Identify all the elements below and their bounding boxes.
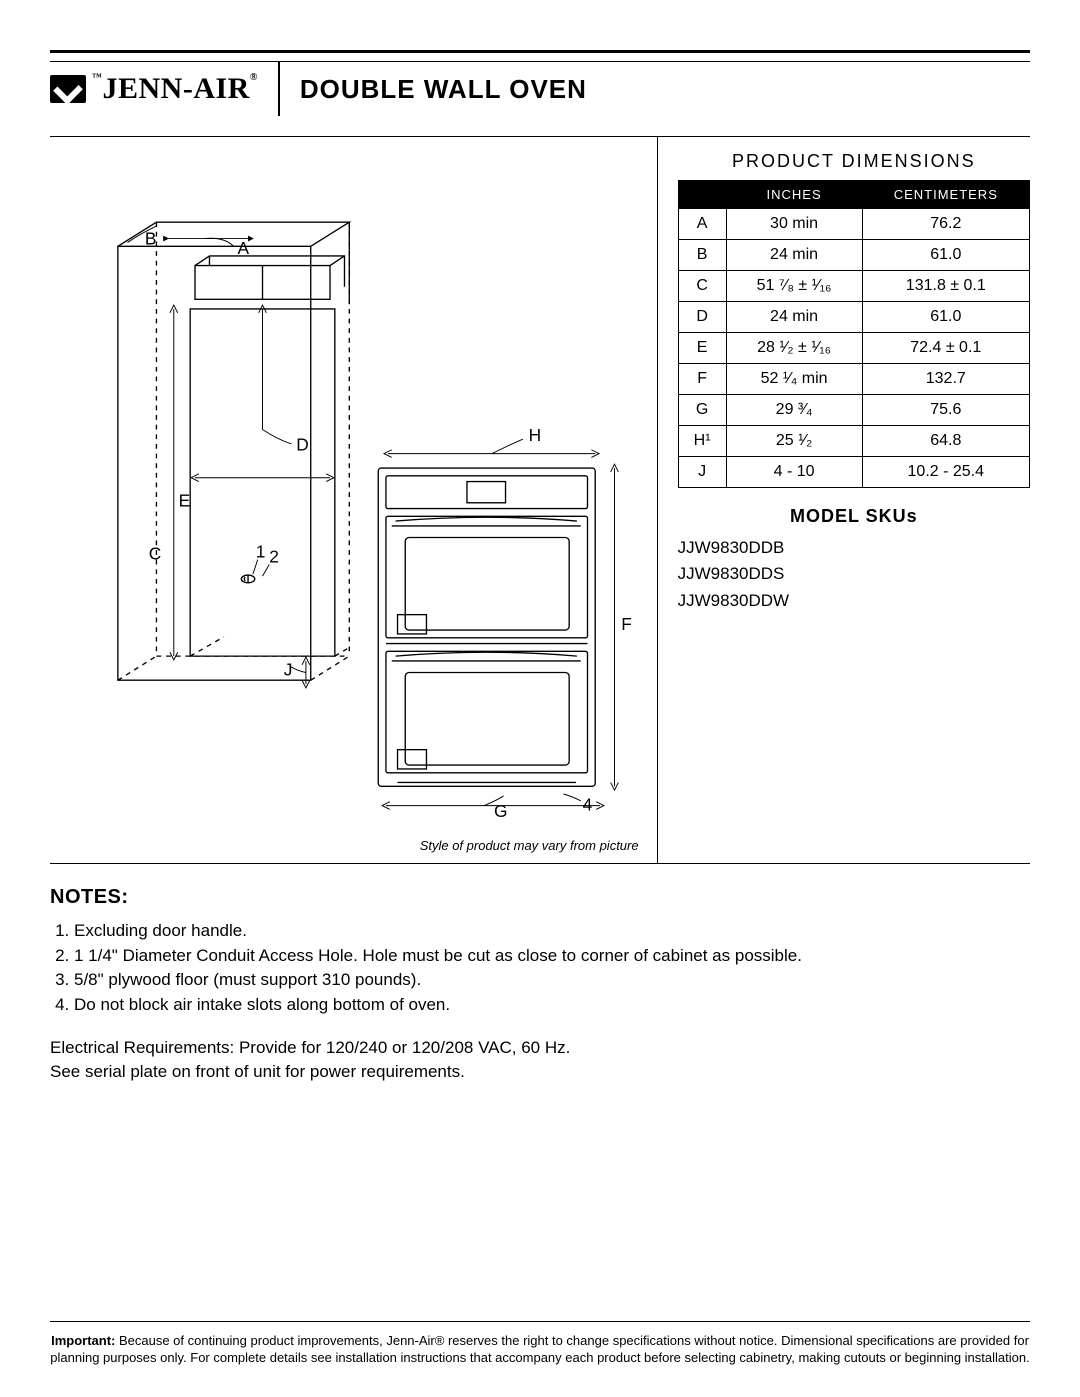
diagram-column: B A D E C J 1 2 H F G 4 Style of product… [50, 137, 658, 863]
dim-key: D [678, 302, 726, 333]
footer-important-label: Important: [51, 1333, 115, 1348]
content-row: B A D E C J 1 2 H F G 4 Style of product… [50, 136, 1030, 864]
dim-cm: 131.8 ± 0.1 [862, 271, 1029, 302]
dim-key: J [678, 457, 726, 488]
dim-cm: 61.0 [862, 240, 1029, 271]
sku-item: JJW9830DDW [678, 588, 1030, 614]
dim-key: H¹ [678, 426, 726, 457]
table-row: D24 min61.0 [678, 302, 1029, 333]
lbl-B: B [145, 228, 157, 248]
dim-inches: 52 ¹⁄₄ min [726, 364, 862, 395]
lbl-H: H [529, 425, 542, 445]
dim-cm: 64.8 [862, 426, 1029, 457]
dimensions-title: PRODUCT DIMENSIONS [678, 151, 1030, 172]
dim-key: B [678, 240, 726, 271]
header: ™JENN-AIR® DOUBLE WALL OVEN [50, 61, 1030, 116]
dim-cm: 72.4 ± 0.1 [862, 333, 1029, 364]
dim-cm: 132.7 [862, 364, 1029, 395]
dim-key: C [678, 271, 726, 302]
dim-cm: 76.2 [862, 209, 1029, 240]
dim-key: E [678, 333, 726, 364]
dim-inches: 29 ³⁄₄ [726, 395, 862, 426]
elec-req-1: Electrical Requirements: Provide for 120… [50, 1036, 1030, 1061]
table-row: G29 ³⁄₄75.6 [678, 395, 1029, 426]
brand-reg: ® [250, 72, 258, 83]
dim-cm: 10.2 - 25.4 [862, 457, 1029, 488]
dim-inches: 30 min [726, 209, 862, 240]
brand-tm: ™ [92, 72, 103, 83]
lbl-D: D [296, 435, 309, 455]
lbl-4: 4 [583, 794, 593, 814]
dim-cm: 75.6 [862, 395, 1029, 426]
dim-inches: 51 ⁷⁄₈ ± ¹⁄₁₆ [726, 271, 862, 302]
dim-inches: 25 ¹⁄₂ [726, 426, 862, 457]
table-row: C51 ⁷⁄₈ ± ¹⁄₁₆131.8 ± 0.1 [678, 271, 1029, 302]
lbl-2: 2 [269, 547, 279, 567]
table-row: J4 - 1010.2 - 25.4 [678, 457, 1029, 488]
note-item: Excluding door handle. [74, 919, 1030, 944]
product-title: DOUBLE WALL OVEN [300, 74, 587, 105]
dim-corner [678, 181, 726, 209]
table-row: A30 min76.2 [678, 209, 1029, 240]
lbl-F: F [621, 614, 632, 634]
lbl-J: J [284, 659, 293, 679]
footer-disclaimer: Important: Because of continuing product… [50, 1321, 1030, 1367]
lbl-1: 1 [256, 542, 266, 562]
elec-req-2: See serial plate on front of unit for po… [50, 1060, 1030, 1085]
note-item: 5/8" plywood floor (must support 310 pou… [74, 968, 1030, 993]
dim-inches: 4 - 10 [726, 457, 862, 488]
cutout-diagram: B A D E C J 1 2 H F G 4 [60, 167, 639, 827]
lbl-A: A [237, 238, 249, 258]
footer-text: Because of continuing product improvemen… [50, 1333, 1029, 1366]
table-row: F52 ¹⁄₄ min132.7 [678, 364, 1029, 395]
dim-key: G [678, 395, 726, 426]
notes-list: Excluding door handle.1 1/4" Diameter Co… [50, 919, 1030, 1018]
notes-title: NOTES: [50, 886, 1030, 909]
dim-head-cm: CENTIMETERS [862, 181, 1029, 209]
lbl-E: E [179, 491, 191, 511]
lbl-C: C [149, 544, 162, 564]
table-row: B24 min61.0 [678, 240, 1029, 271]
brand-block: ™JENN-AIR® [50, 62, 280, 116]
dim-inches: 24 min [726, 302, 862, 333]
brand-logo-icon [50, 75, 86, 103]
product-title-cell: DOUBLE WALL OVEN [280, 62, 587, 116]
diagram-caption: Style of product may vary from picture [60, 838, 639, 853]
dim-key: F [678, 364, 726, 395]
dim-cm: 61.0 [862, 302, 1029, 333]
sku-item: JJW9830DDB [678, 535, 1030, 561]
info-column: PRODUCT DIMENSIONS INCHES CENTIMETERS A3… [658, 137, 1030, 863]
note-item: 1 1/4" Diameter Conduit Access Hole. Hol… [74, 944, 1030, 969]
dim-inches: 24 min [726, 240, 862, 271]
dim-head-in: INCHES [726, 181, 862, 209]
brand-name: ™JENN-AIR® [92, 72, 258, 106]
dim-inches: 28 ¹⁄₂ ± ¹⁄₁₆ [726, 333, 862, 364]
sku-item: JJW9830DDS [678, 561, 1030, 587]
skus-list: JJW9830DDBJJW9830DDSJJW9830DDW [678, 535, 1030, 614]
dimensions-table: INCHES CENTIMETERS A30 min76.2B24 min61.… [678, 180, 1030, 488]
notes-section: NOTES: Excluding door handle.1 1/4" Diam… [50, 886, 1030, 1085]
skus-title: MODEL SKUs [678, 506, 1030, 527]
dim-key: A [678, 209, 726, 240]
lbl-G: G [494, 801, 508, 821]
table-row: H¹25 ¹⁄₂64.8 [678, 426, 1029, 457]
note-item: Do not block air intake slots along bott… [74, 993, 1030, 1018]
table-row: E28 ¹⁄₂ ± ¹⁄₁₆72.4 ± 0.1 [678, 333, 1029, 364]
